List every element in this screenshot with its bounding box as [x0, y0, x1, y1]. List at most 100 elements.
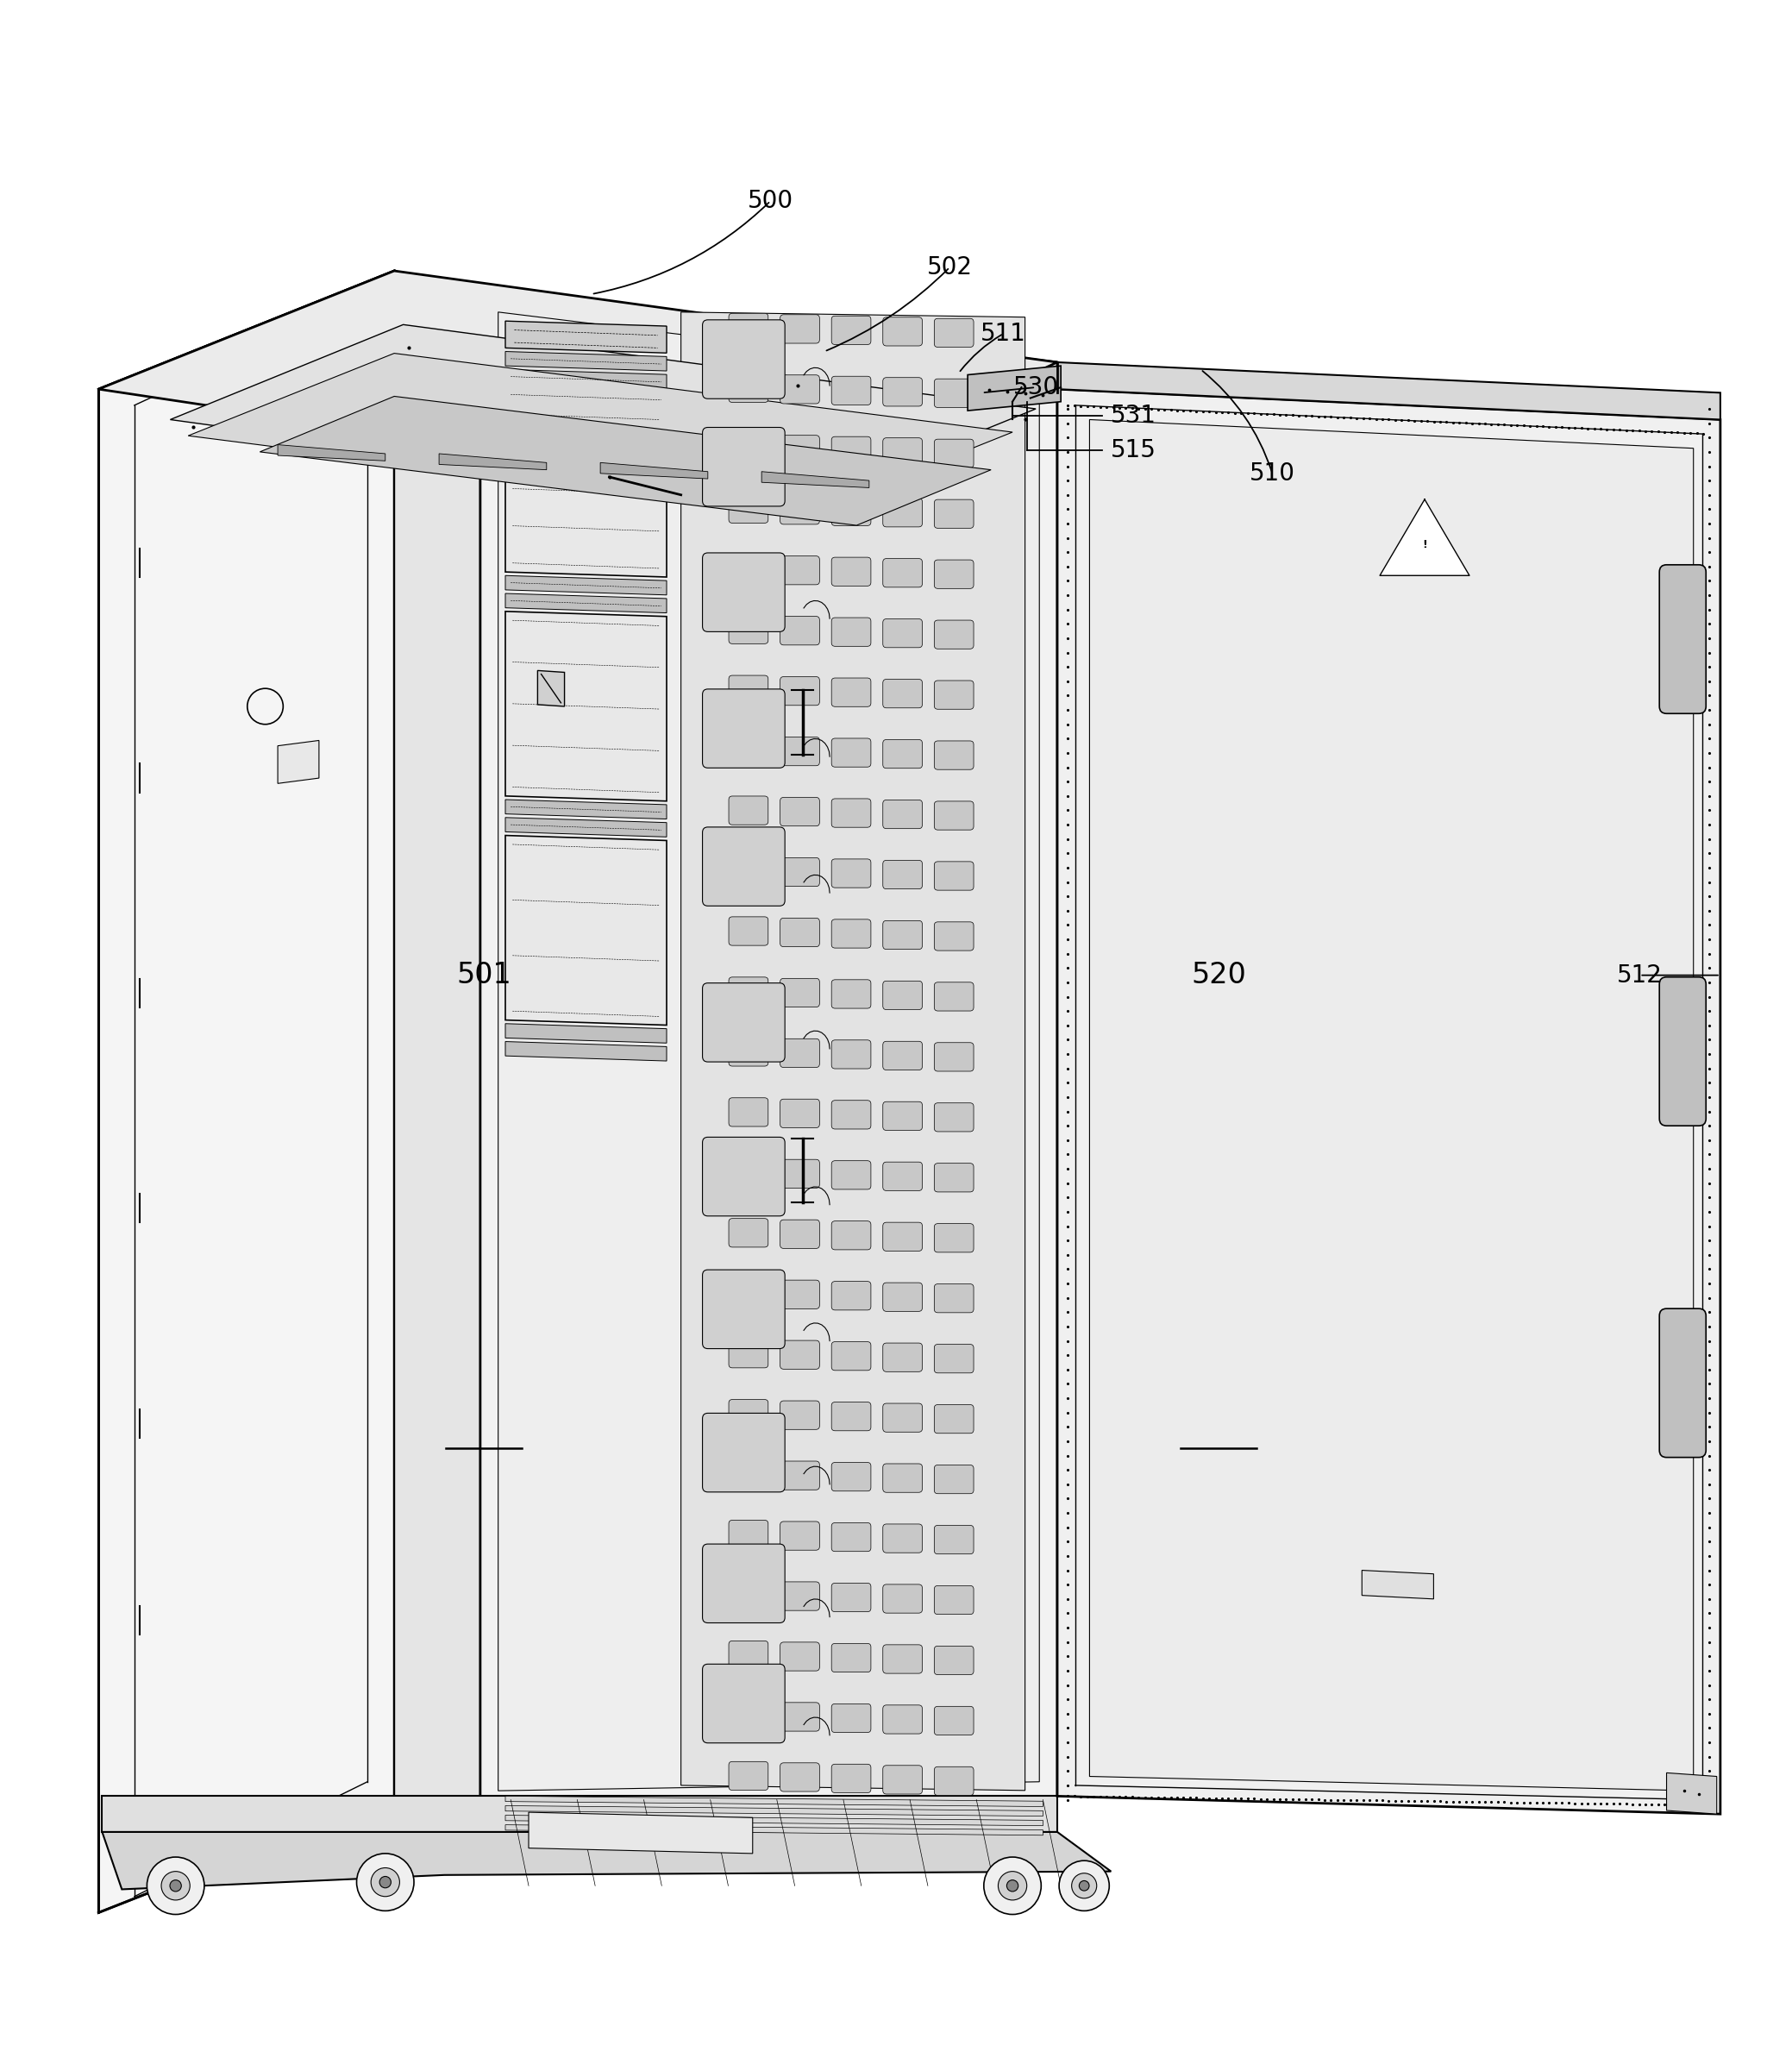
FancyBboxPatch shape — [831, 1583, 871, 1611]
Polygon shape — [505, 576, 667, 595]
Polygon shape — [681, 313, 1025, 1790]
Polygon shape — [1362, 1570, 1434, 1599]
FancyBboxPatch shape — [780, 1280, 819, 1309]
Circle shape — [380, 1877, 391, 1887]
Polygon shape — [278, 741, 319, 784]
FancyBboxPatch shape — [883, 377, 923, 405]
FancyBboxPatch shape — [729, 675, 769, 704]
Polygon shape — [102, 1832, 1111, 1889]
FancyBboxPatch shape — [780, 315, 819, 344]
Polygon shape — [505, 1825, 1043, 1836]
Polygon shape — [505, 593, 667, 613]
FancyBboxPatch shape — [780, 1220, 819, 1249]
FancyBboxPatch shape — [883, 801, 923, 829]
Polygon shape — [505, 370, 667, 389]
FancyBboxPatch shape — [934, 1043, 973, 1072]
FancyBboxPatch shape — [934, 1706, 973, 1735]
FancyBboxPatch shape — [831, 558, 871, 587]
FancyBboxPatch shape — [934, 1525, 973, 1554]
FancyBboxPatch shape — [729, 1581, 769, 1609]
FancyBboxPatch shape — [702, 827, 785, 906]
FancyBboxPatch shape — [729, 615, 769, 644]
Polygon shape — [1057, 389, 1720, 1813]
FancyBboxPatch shape — [934, 1766, 973, 1795]
FancyBboxPatch shape — [883, 558, 923, 587]
Text: 512: 512 — [1616, 963, 1663, 988]
FancyBboxPatch shape — [934, 1344, 973, 1373]
FancyBboxPatch shape — [831, 1523, 871, 1552]
Text: 510: 510 — [1249, 461, 1296, 486]
FancyBboxPatch shape — [883, 317, 923, 346]
FancyBboxPatch shape — [883, 1101, 923, 1130]
FancyBboxPatch shape — [729, 313, 769, 342]
Polygon shape — [480, 294, 1057, 1809]
FancyBboxPatch shape — [702, 689, 785, 768]
FancyBboxPatch shape — [831, 1039, 871, 1068]
Polygon shape — [505, 352, 667, 370]
FancyBboxPatch shape — [831, 1161, 871, 1190]
FancyBboxPatch shape — [934, 1465, 973, 1494]
FancyBboxPatch shape — [934, 379, 973, 407]
Circle shape — [1072, 1873, 1097, 1897]
FancyBboxPatch shape — [780, 375, 819, 403]
FancyBboxPatch shape — [934, 1406, 973, 1432]
FancyBboxPatch shape — [831, 980, 871, 1008]
FancyBboxPatch shape — [831, 858, 871, 887]
FancyBboxPatch shape — [934, 681, 973, 710]
Text: 530: 530 — [1012, 375, 1059, 399]
Polygon shape — [505, 1797, 1043, 1807]
Circle shape — [371, 1869, 400, 1897]
FancyBboxPatch shape — [831, 317, 871, 344]
Circle shape — [357, 1854, 414, 1910]
Polygon shape — [1667, 1772, 1717, 1813]
Polygon shape — [505, 817, 667, 838]
FancyBboxPatch shape — [702, 1270, 785, 1348]
FancyBboxPatch shape — [934, 560, 973, 589]
FancyBboxPatch shape — [729, 1702, 769, 1731]
FancyBboxPatch shape — [729, 796, 769, 825]
Circle shape — [147, 1856, 204, 1914]
FancyBboxPatch shape — [729, 916, 769, 945]
FancyBboxPatch shape — [934, 801, 973, 829]
FancyBboxPatch shape — [883, 619, 923, 648]
Polygon shape — [505, 1023, 667, 1043]
FancyBboxPatch shape — [934, 982, 973, 1010]
Text: 500: 500 — [747, 189, 794, 214]
FancyBboxPatch shape — [883, 739, 923, 768]
FancyBboxPatch shape — [831, 496, 871, 525]
FancyBboxPatch shape — [883, 1344, 923, 1373]
FancyBboxPatch shape — [780, 496, 819, 525]
Text: 520: 520 — [1192, 961, 1245, 990]
Polygon shape — [505, 1041, 667, 1062]
FancyBboxPatch shape — [831, 1764, 871, 1793]
FancyBboxPatch shape — [883, 1463, 923, 1492]
FancyBboxPatch shape — [934, 619, 973, 648]
FancyBboxPatch shape — [780, 1461, 819, 1490]
FancyBboxPatch shape — [729, 1159, 769, 1187]
FancyBboxPatch shape — [831, 739, 871, 768]
Text: 501: 501 — [457, 961, 511, 990]
FancyBboxPatch shape — [831, 436, 871, 465]
FancyBboxPatch shape — [729, 1459, 769, 1488]
FancyBboxPatch shape — [780, 1764, 819, 1793]
Text: !: ! — [1423, 539, 1426, 552]
FancyBboxPatch shape — [702, 554, 785, 632]
Polygon shape — [505, 1815, 1043, 1825]
Polygon shape — [505, 611, 667, 801]
FancyBboxPatch shape — [780, 615, 819, 644]
Circle shape — [161, 1871, 190, 1900]
Polygon shape — [505, 1805, 1043, 1815]
FancyBboxPatch shape — [934, 1225, 973, 1253]
FancyBboxPatch shape — [934, 1163, 973, 1192]
FancyBboxPatch shape — [729, 1037, 769, 1066]
Polygon shape — [102, 1797, 1057, 1832]
FancyBboxPatch shape — [1659, 978, 1706, 1126]
FancyBboxPatch shape — [729, 556, 769, 582]
FancyBboxPatch shape — [780, 1159, 819, 1187]
FancyBboxPatch shape — [831, 1220, 871, 1249]
FancyBboxPatch shape — [780, 1039, 819, 1068]
Polygon shape — [260, 397, 991, 525]
FancyBboxPatch shape — [831, 799, 871, 827]
FancyBboxPatch shape — [883, 860, 923, 889]
FancyBboxPatch shape — [883, 1585, 923, 1613]
